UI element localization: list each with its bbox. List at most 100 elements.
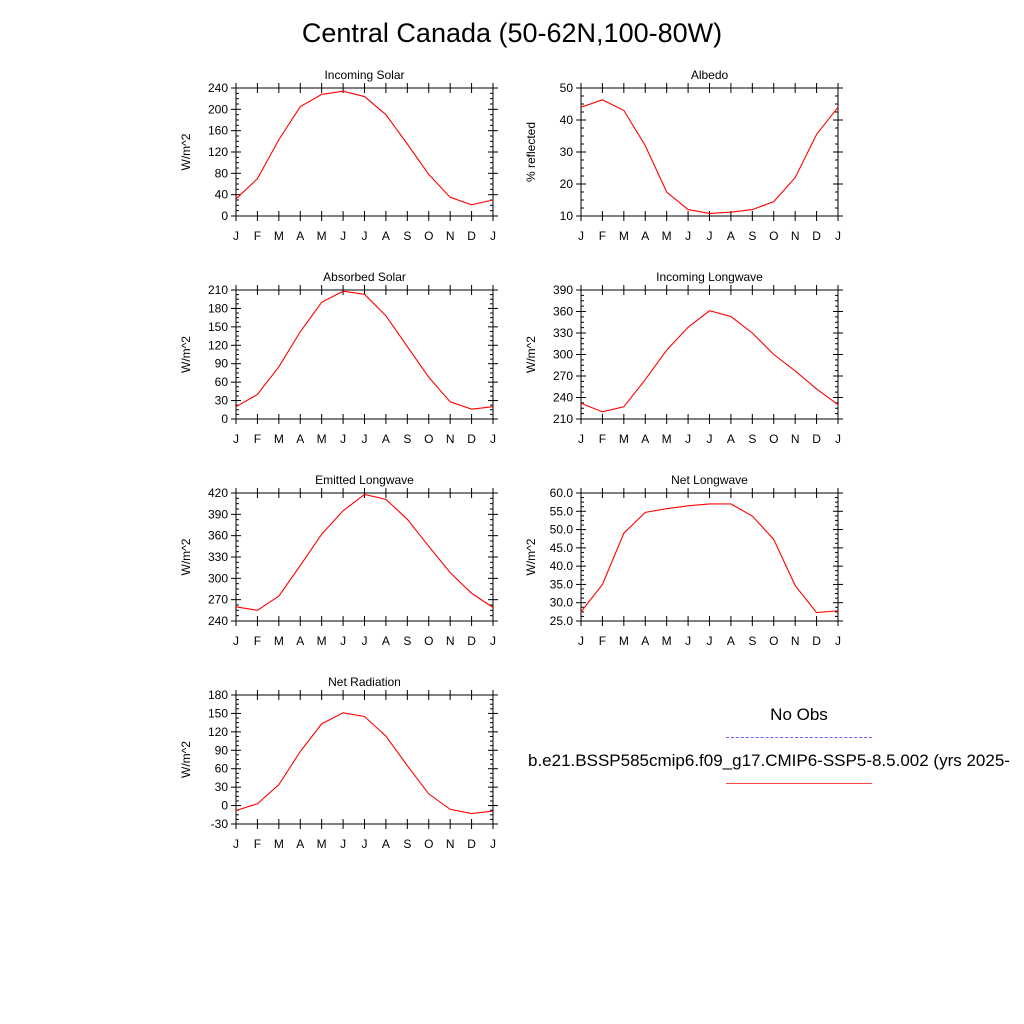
series-line	[580, 503, 839, 614]
x-tick-label: J	[707, 634, 713, 648]
series-line	[235, 493, 494, 611]
x-tick-label: J	[490, 634, 496, 648]
y-tick-label: 120	[208, 725, 228, 739]
x-tick-label: F	[254, 432, 261, 446]
x-tick-label: J	[340, 634, 346, 648]
x-tick-label: D	[467, 229, 476, 243]
y-axis-label: W/m^2	[179, 741, 193, 778]
plot-frame	[235, 694, 494, 825]
x-tick-label: M	[619, 634, 629, 648]
panel-title: Absorbed Solar	[323, 270, 406, 284]
x-tick-label: F	[599, 634, 606, 648]
plot-frame	[580, 492, 839, 622]
x-tick-label: N	[446, 432, 455, 446]
plot-frame	[235, 87, 494, 217]
y-tick-label: 60.0	[550, 486, 574, 500]
x-tick-label: M	[317, 837, 327, 851]
panel-title: Emitted Longwave	[315, 473, 414, 487]
x-tick-label: J	[685, 432, 691, 446]
x-tick-label: O	[769, 634, 778, 648]
x-tick-label: A	[727, 229, 735, 243]
x-tick-label: A	[296, 837, 304, 851]
y-tick-label: 40	[560, 113, 574, 127]
x-tick-label: J	[578, 432, 584, 446]
x-tick-label: M	[274, 634, 284, 648]
y-tick-label: 30	[215, 780, 229, 794]
x-tick-label: J	[233, 229, 239, 243]
series-line	[580, 99, 839, 214]
y-axis-label: W/m^2	[179, 336, 193, 373]
x-tick-label: S	[748, 229, 756, 243]
x-tick-label: N	[446, 837, 455, 851]
x-tick-label: M	[274, 229, 284, 243]
x-tick-label: J	[707, 432, 713, 446]
x-tick-label: J	[362, 634, 368, 648]
y-tick-label: 60	[215, 762, 229, 776]
y-tick-label: 360	[553, 305, 573, 319]
x-tick-label: A	[641, 634, 649, 648]
x-tick-label: J	[340, 432, 346, 446]
panel-5: Net Longwave W/m^2 25.0 30.0 35.0 40.0 45.0 50.…	[524, 473, 843, 648]
x-tick-label: F	[599, 229, 606, 243]
y-axis-label: % reflected	[524, 122, 538, 182]
y-axis-label: W/m^2	[179, 133, 193, 170]
x-tick-label: M	[274, 837, 284, 851]
y-tick-label: 330	[553, 326, 573, 340]
y-tick-label: 240	[553, 391, 573, 405]
x-tick-label: J	[835, 634, 841, 648]
x-tick-label: S	[403, 432, 411, 446]
x-tick-label: J	[362, 229, 368, 243]
x-tick-label: A	[727, 432, 735, 446]
x-tick-label: J	[233, 634, 239, 648]
x-tick-label: M	[662, 229, 672, 243]
plot-frame	[235, 289, 494, 420]
plot-frame	[580, 87, 839, 217]
x-tick-label: A	[727, 634, 735, 648]
panel-title: Incoming Longwave	[656, 270, 763, 284]
x-tick-label: F	[254, 837, 261, 851]
y-tick-label: 300	[553, 348, 573, 362]
panel-title: Net Radiation	[328, 675, 401, 689]
x-tick-label: M	[662, 432, 672, 446]
x-tick-label: M	[317, 432, 327, 446]
x-tick-label: A	[296, 432, 304, 446]
x-tick-label: A	[382, 432, 390, 446]
y-tick-label: 210	[208, 283, 228, 297]
x-tick-label: J	[233, 432, 239, 446]
x-tick-label: D	[467, 837, 476, 851]
x-tick-label: J	[490, 229, 496, 243]
panel-3: Incoming Longwave W/m^2 210 240 270 300 330 360…	[524, 270, 843, 446]
y-tick-label: 25.0	[550, 614, 574, 628]
series-line	[580, 310, 839, 413]
plot-frame	[235, 492, 494, 622]
y-tick-label: 270	[208, 593, 228, 607]
y-tick-label: 45.0	[550, 541, 574, 555]
y-tick-label: 180	[208, 301, 228, 315]
y-tick-label: 30	[560, 145, 574, 159]
x-tick-label: J	[578, 229, 584, 243]
y-tick-label: 360	[208, 529, 228, 543]
x-tick-label: J	[707, 229, 713, 243]
x-tick-label: J	[578, 634, 584, 648]
x-tick-label: J	[685, 634, 691, 648]
y-tick-label: 0	[221, 209, 228, 223]
x-tick-label: A	[382, 837, 390, 851]
x-tick-label: D	[467, 634, 476, 648]
panel-title: Incoming Solar	[324, 68, 404, 82]
x-tick-label: N	[791, 634, 800, 648]
x-tick-label: A	[641, 432, 649, 446]
y-tick-label: 300	[208, 571, 228, 585]
x-tick-label: M	[619, 432, 629, 446]
y-tick-label: 420	[208, 486, 228, 500]
y-tick-label: 90	[215, 357, 229, 371]
x-tick-label: D	[467, 432, 476, 446]
y-tick-label: 60	[215, 375, 229, 389]
x-tick-label: A	[296, 634, 304, 648]
y-tick-label: 240	[208, 81, 228, 95]
x-tick-label: D	[812, 229, 821, 243]
panel-2: Absorbed Solar W/m^2 0 30 60 90 120 150 180 210 J F…	[179, 270, 498, 446]
y-tick-label: 210	[553, 412, 573, 426]
x-tick-label: O	[424, 229, 433, 243]
x-tick-label: M	[274, 432, 284, 446]
